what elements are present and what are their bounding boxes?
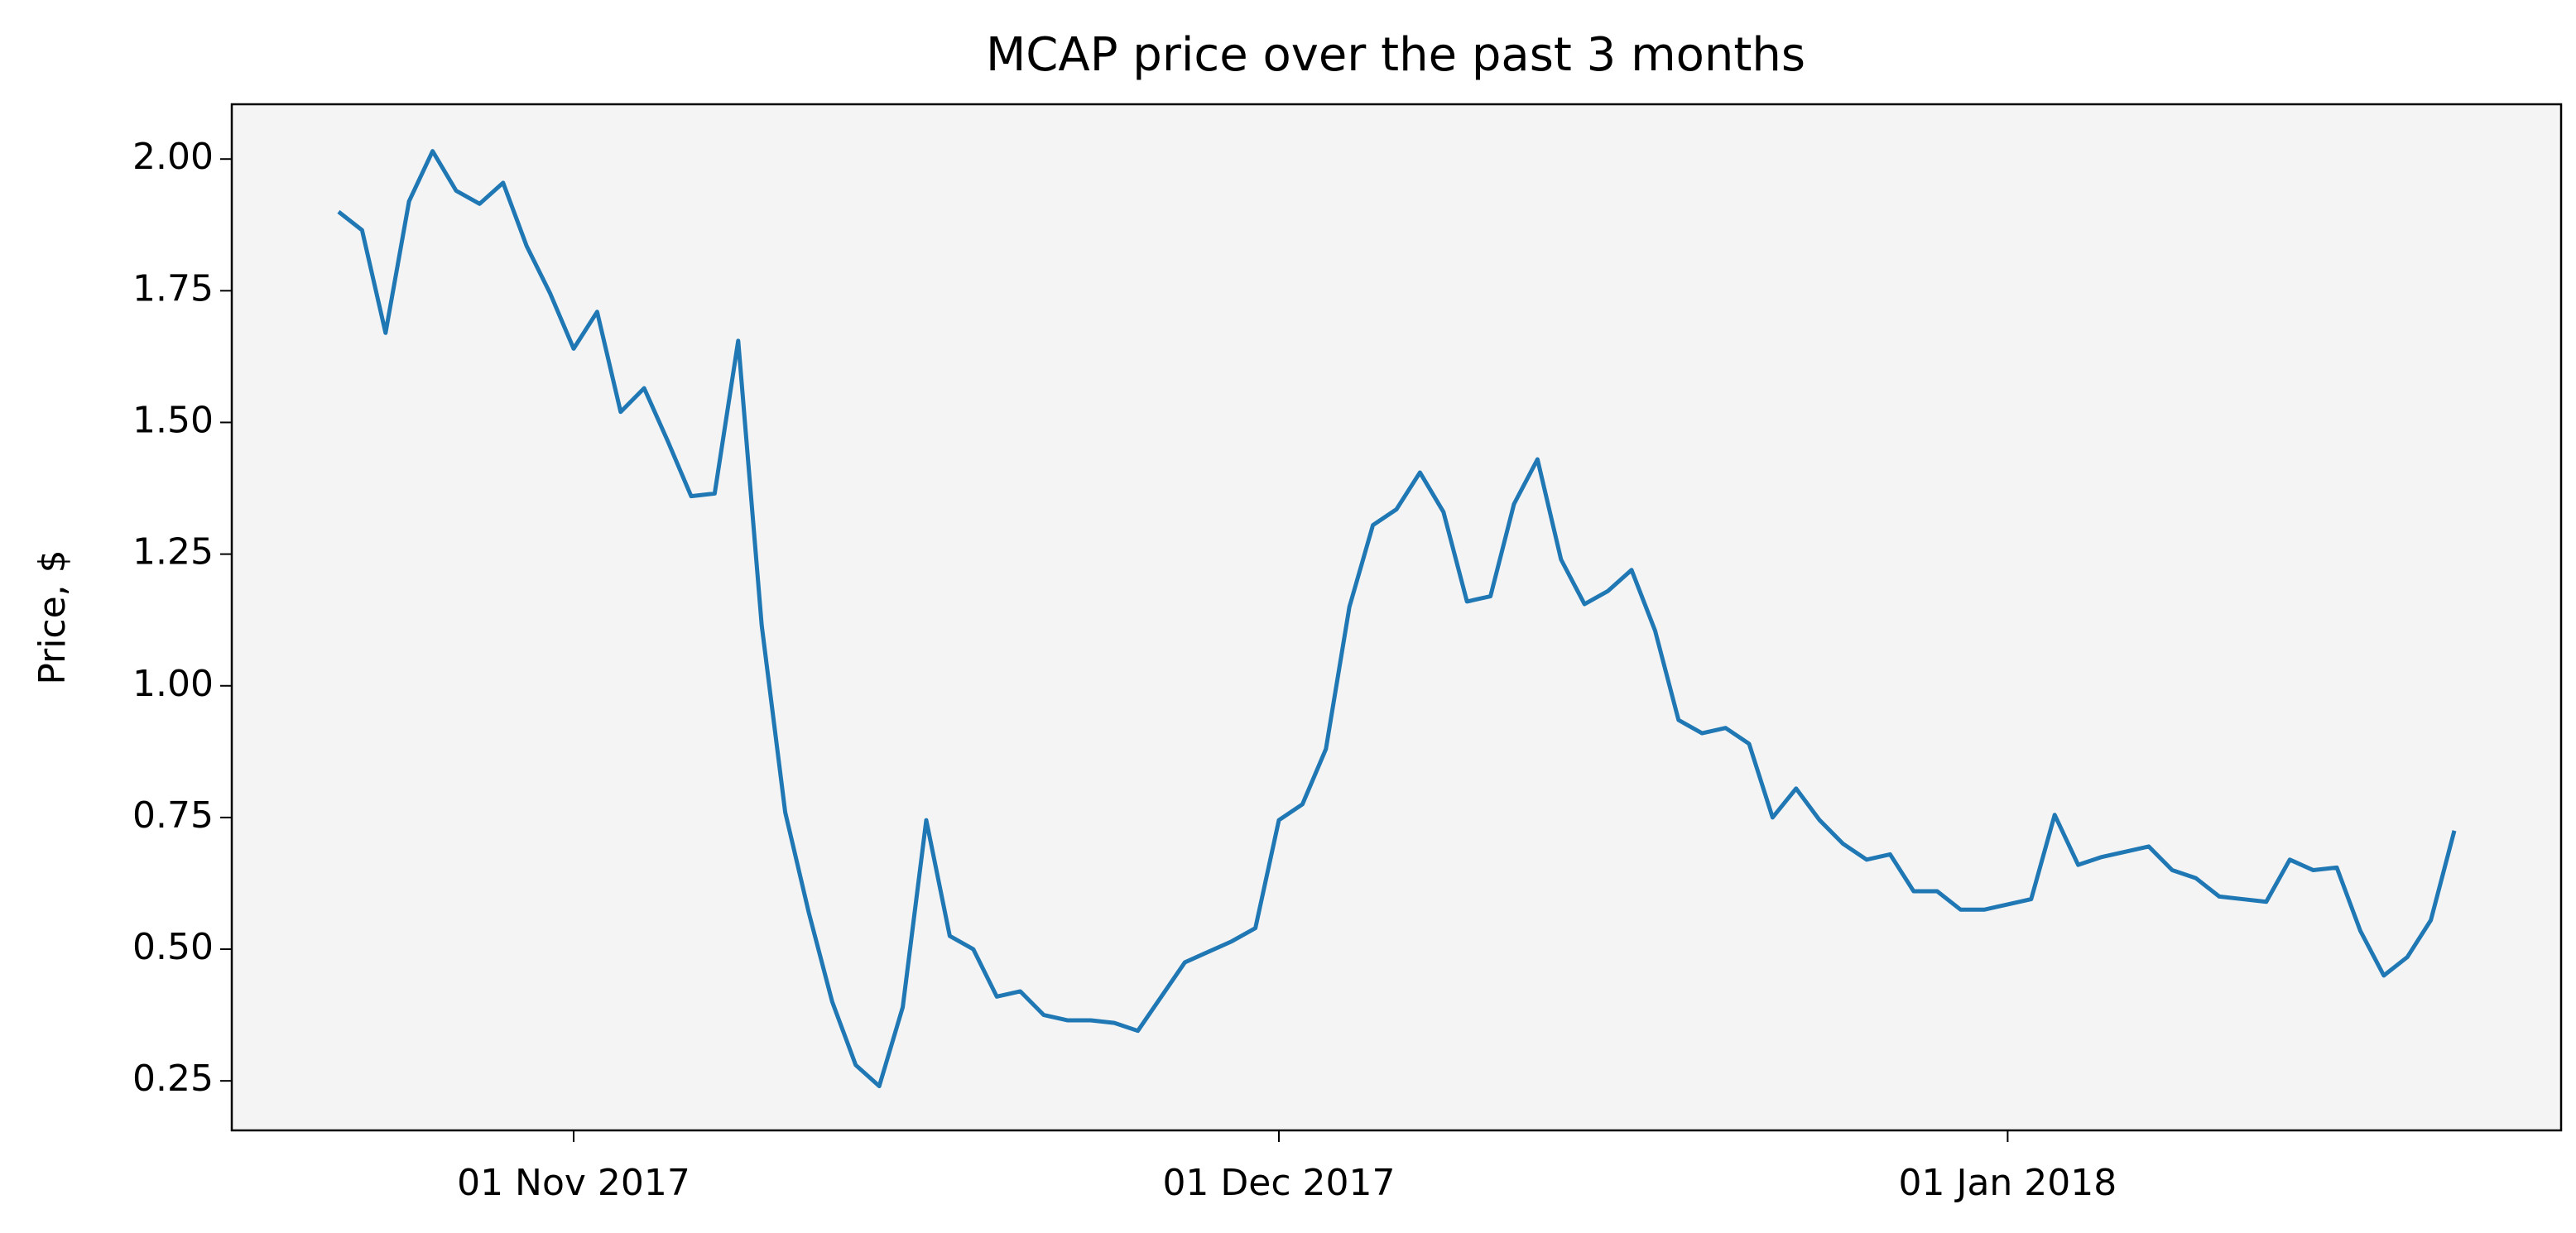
y-axis-label: Price, $ [31, 549, 74, 684]
x-tick-label: 01 Nov 2017 [457, 1162, 690, 1204]
y-tick-label: 1.75 [132, 267, 214, 309]
y-tick-label: 0.25 [132, 1058, 214, 1100]
y-tick-label: 1.50 [132, 399, 214, 441]
y-tick-label: 1.25 [132, 531, 214, 573]
plot-frame [230, 103, 2563, 1132]
x-tick-label: 01 Dec 2017 [1162, 1162, 1395, 1204]
y-tick-label: 1.00 [132, 663, 214, 705]
y-tick-label: 2.00 [132, 136, 214, 178]
chart-title: MCAP price over the past 3 months [986, 28, 1805, 82]
y-tick-label: 0.50 [132, 926, 214, 968]
plot-area [232, 104, 2561, 1130]
price-line [337, 149, 2457, 1089]
y-tick-label: 0.75 [132, 794, 214, 837]
x-tick-label: 01 Jan 2018 [1899, 1162, 2117, 1204]
